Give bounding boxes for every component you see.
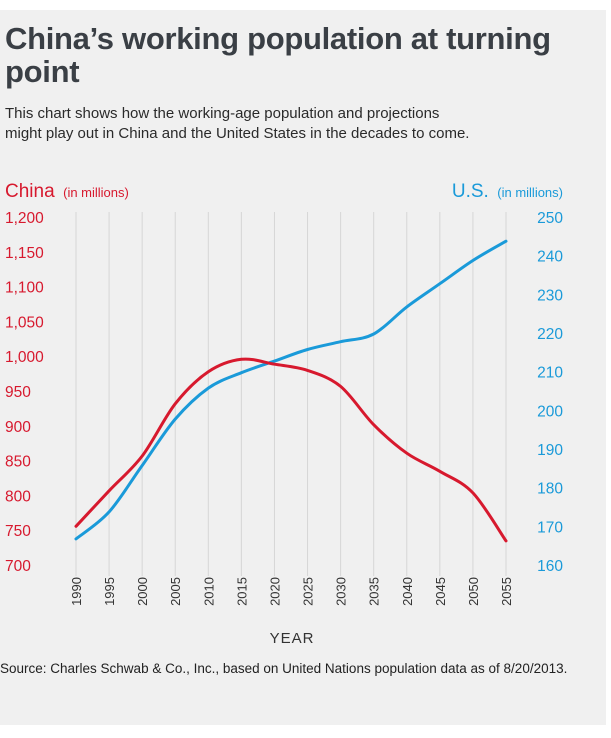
china-tick-label: 1,200: [5, 210, 44, 227]
china-tick-label: 800: [5, 488, 31, 505]
china-tick-label: 950: [5, 384, 31, 401]
series-lines: [74, 239, 508, 543]
year-tick-label: 2040: [400, 577, 415, 606]
us-tick-label: 230: [537, 287, 563, 304]
year-tick-label: 2025: [301, 577, 316, 606]
china-axis-ticks: 700 750 800 850 900 950 1,000 1,050 1,100 1,150 1,…: [5, 210, 44, 575]
china-series-line: [74, 357, 508, 543]
year-tick-label: 2020: [267, 577, 282, 606]
year-tick-label: 2010: [201, 577, 216, 606]
source-note: Source: Charles Schwab & Co., Inc., base…: [0, 661, 568, 676]
china-tick-label: 1,100: [5, 280, 44, 297]
china-tick-label: 750: [5, 523, 31, 540]
us-tick-label: 160: [537, 558, 563, 575]
us-tick-label: 210: [537, 365, 563, 382]
chart-card: [0, 10, 606, 725]
year-tick-label: 2045: [433, 577, 448, 606]
us-axis-label: U.S.: [452, 181, 489, 202]
year-tick-label: 2030: [334, 577, 349, 606]
us-tick-label: 190: [537, 442, 563, 459]
year-tick-label: 1990: [69, 577, 84, 606]
china-tick-label: 1,050: [5, 314, 44, 331]
us-axis-title: U.S. (in millions): [452, 181, 563, 202]
us-tick-label: 180: [537, 481, 563, 498]
china-axis-unit: (in millions): [63, 185, 129, 200]
us-axis-ticks: 160 170 180 190 200 210 220 230 240 250: [537, 210, 563, 575]
year-tick-label: 2050: [466, 577, 481, 606]
china-tick-label: 1,150: [5, 245, 44, 262]
year-axis-ticks: 1990 1995 2000 2005 2010 2015 2020 2025 2030 2035…: [69, 577, 514, 606]
year-tick-label: 2055: [499, 577, 514, 606]
us-tick-label: 200: [537, 403, 563, 420]
gridlines: [75, 212, 507, 576]
x-axis-title: YEAR: [270, 630, 315, 647]
us-axis-unit: (in millions): [497, 185, 563, 200]
china-axis-label: China: [5, 181, 55, 202]
year-tick-label: 2035: [367, 577, 382, 606]
year-tick-label: 1995: [102, 577, 117, 606]
us-tick-label: 250: [537, 210, 563, 227]
us-tick-label: 170: [537, 519, 563, 536]
us-tick-label: 240: [537, 249, 563, 266]
year-tick-label: 2015: [234, 577, 249, 606]
u-s-series-line: [74, 239, 508, 541]
china-tick-label: 700: [5, 558, 31, 575]
us-tick-label: 220: [537, 326, 563, 343]
year-tick-label: 2000: [135, 577, 150, 606]
china-tick-label: 900: [5, 419, 31, 436]
china-tick-label: 1,000: [5, 349, 44, 366]
chart-title: China’s working population at turning po…: [5, 21, 551, 89]
china-axis-title: China (in millions): [5, 181, 129, 202]
chart-subtitle: This chart shows how the working-age pop…: [5, 105, 470, 142]
china-tick-label: 850: [5, 454, 31, 471]
year-tick-label: 2005: [168, 577, 183, 606]
